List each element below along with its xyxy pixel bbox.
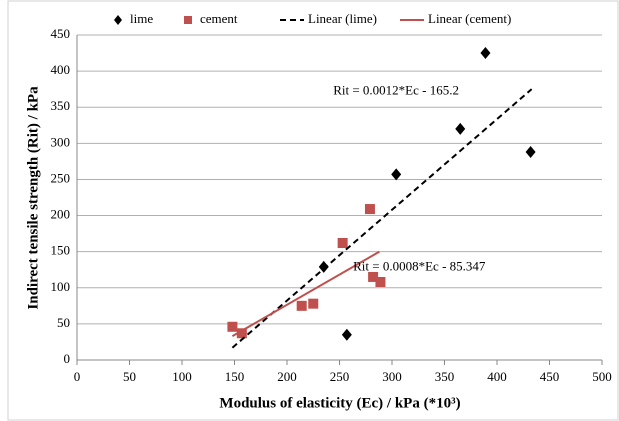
cement-point bbox=[296, 300, 307, 311]
y-tick-label: 400 bbox=[51, 62, 71, 77]
legend-label: Linear (lime) bbox=[308, 11, 377, 26]
cement-point bbox=[227, 321, 238, 332]
cement-point bbox=[364, 204, 375, 215]
x-tick-label: 450 bbox=[540, 369, 560, 384]
legend-marker bbox=[114, 15, 122, 25]
legend-label: cement bbox=[200, 11, 238, 26]
legend-marker bbox=[184, 16, 192, 24]
trend-equation: Rit = 0.0008*Ec - 85.347 bbox=[353, 259, 486, 274]
trend-equation: Rit = 0.0012*Ec - 165.2 bbox=[333, 82, 459, 97]
x-tick-label: 50 bbox=[123, 369, 136, 384]
y-tick-label: 350 bbox=[51, 98, 71, 113]
chart-frame bbox=[7, 0, 619, 421]
y-tick-label: 300 bbox=[51, 134, 71, 149]
y-tick-label: 200 bbox=[51, 207, 71, 222]
x-axis-title: Modulus of elasticity (Ec) / kPa (*10³) bbox=[219, 395, 460, 411]
lime-point bbox=[525, 146, 536, 158]
x-tick-label: 300 bbox=[382, 369, 402, 384]
x-tick-label: 350 bbox=[435, 369, 455, 384]
y-tick-label: 50 bbox=[57, 315, 70, 330]
cement-point bbox=[337, 238, 348, 248]
lime-point bbox=[455, 122, 466, 135]
x-tick-label: 150 bbox=[225, 369, 245, 384]
x-tick-label: 250 bbox=[330, 369, 350, 384]
y-tick-label: 250 bbox=[51, 170, 71, 185]
lime-point bbox=[341, 328, 352, 341]
y-tick-label: 0 bbox=[64, 351, 71, 366]
x-tick-label: 500 bbox=[592, 369, 612, 384]
x-tick-label: 0 bbox=[74, 369, 81, 384]
cement-point bbox=[375, 277, 386, 287]
cement-point bbox=[368, 271, 379, 282]
legend-label: Linear (cement) bbox=[428, 11, 511, 26]
y-tick-label: 100 bbox=[51, 279, 71, 294]
y-tick-label: 450 bbox=[51, 26, 71, 41]
trend-line bbox=[231, 250, 380, 338]
y-axis-title: Indirect tensile strength (Rit) / kPa bbox=[25, 86, 41, 310]
x-tick-label: 200 bbox=[277, 369, 297, 384]
legend-label: lime bbox=[130, 11, 153, 26]
y-tick-label: 150 bbox=[51, 243, 71, 258]
x-tick-label: 400 bbox=[487, 369, 507, 384]
lime-point bbox=[480, 47, 491, 60]
trend-line bbox=[231, 88, 533, 349]
x-tick-label: 100 bbox=[172, 369, 192, 384]
lime-point bbox=[391, 168, 402, 181]
cement-point bbox=[308, 298, 319, 309]
cement-point bbox=[236, 328, 247, 339]
lime-point bbox=[318, 260, 329, 273]
